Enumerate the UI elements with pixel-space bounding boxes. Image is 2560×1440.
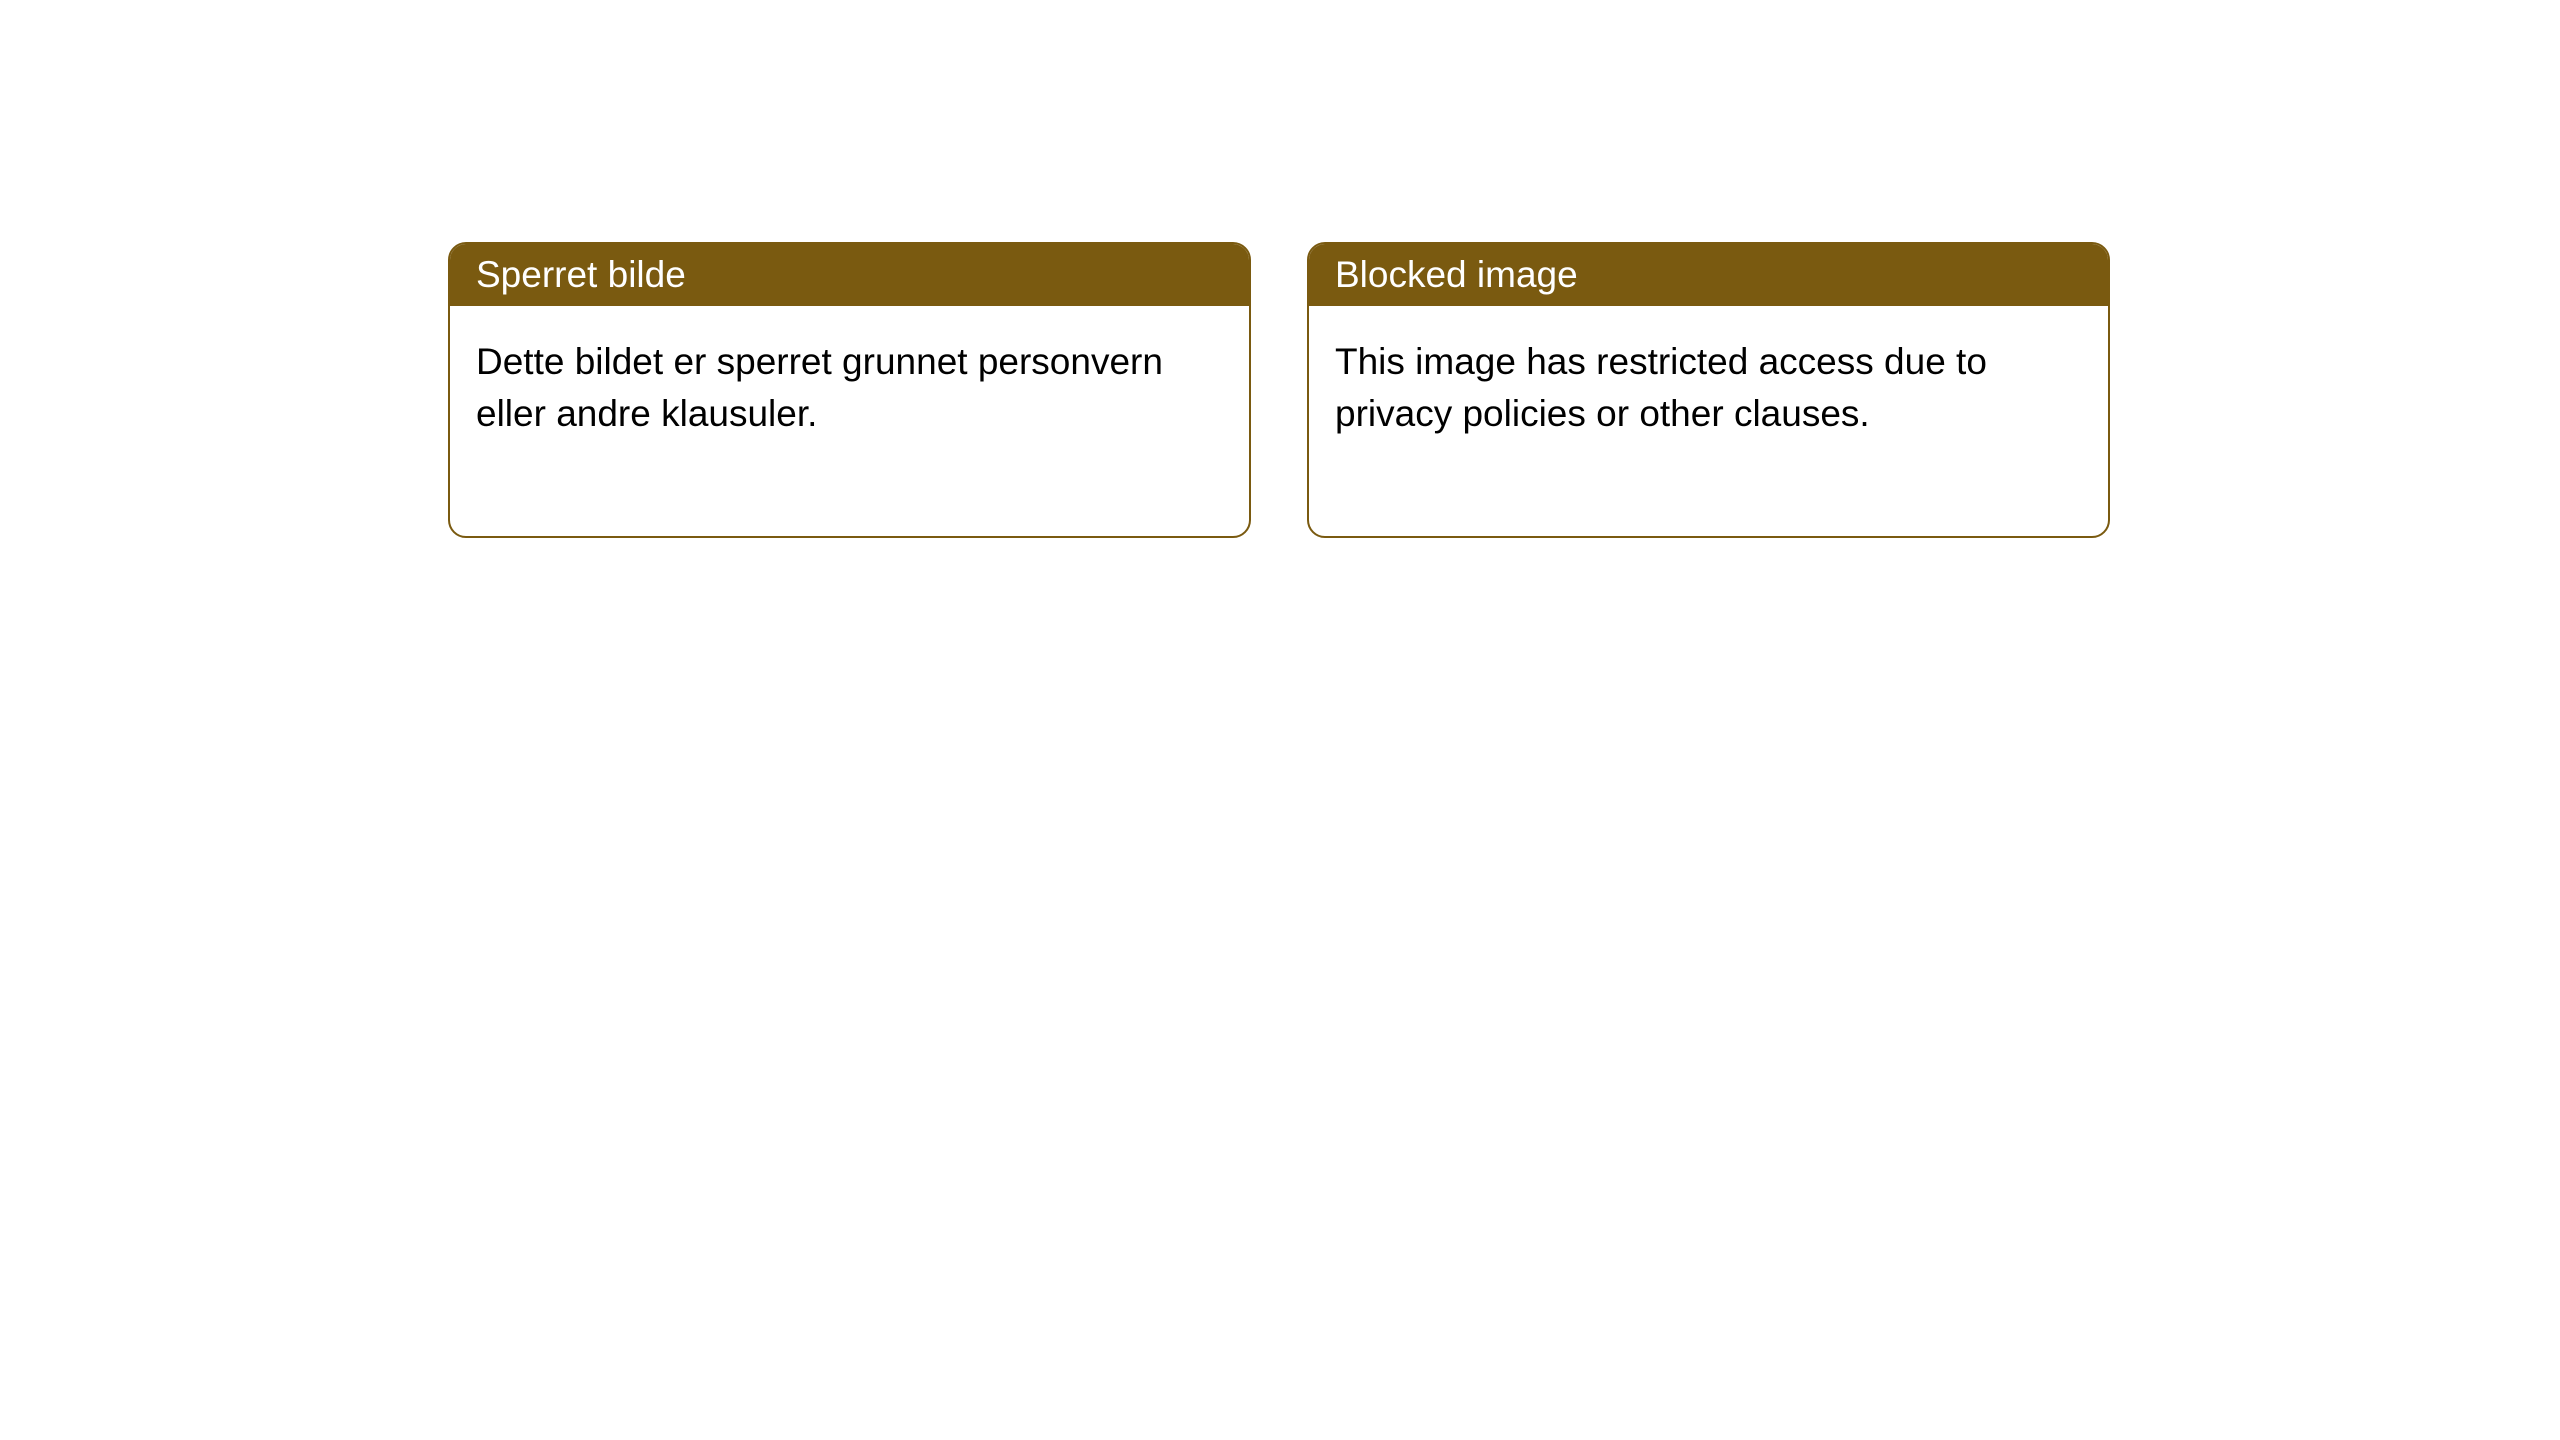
notice-header: Blocked image <box>1309 244 2108 306</box>
notice-body-text: This image has restricted access due to … <box>1335 341 1987 434</box>
notice-title: Blocked image <box>1335 254 1578 295</box>
notice-body-text: Dette bildet er sperret grunnet personve… <box>476 341 1163 434</box>
notice-card-norwegian: Sperret bilde Dette bildet er sperret gr… <box>448 242 1251 538</box>
notice-cards-container: Sperret bilde Dette bildet er sperret gr… <box>448 242 2110 538</box>
notice-header: Sperret bilde <box>450 244 1249 306</box>
notice-card-english: Blocked image This image has restricted … <box>1307 242 2110 538</box>
notice-title: Sperret bilde <box>476 254 686 295</box>
notice-body: Dette bildet er sperret grunnet personve… <box>450 306 1249 536</box>
notice-body: This image has restricted access due to … <box>1309 306 2108 536</box>
